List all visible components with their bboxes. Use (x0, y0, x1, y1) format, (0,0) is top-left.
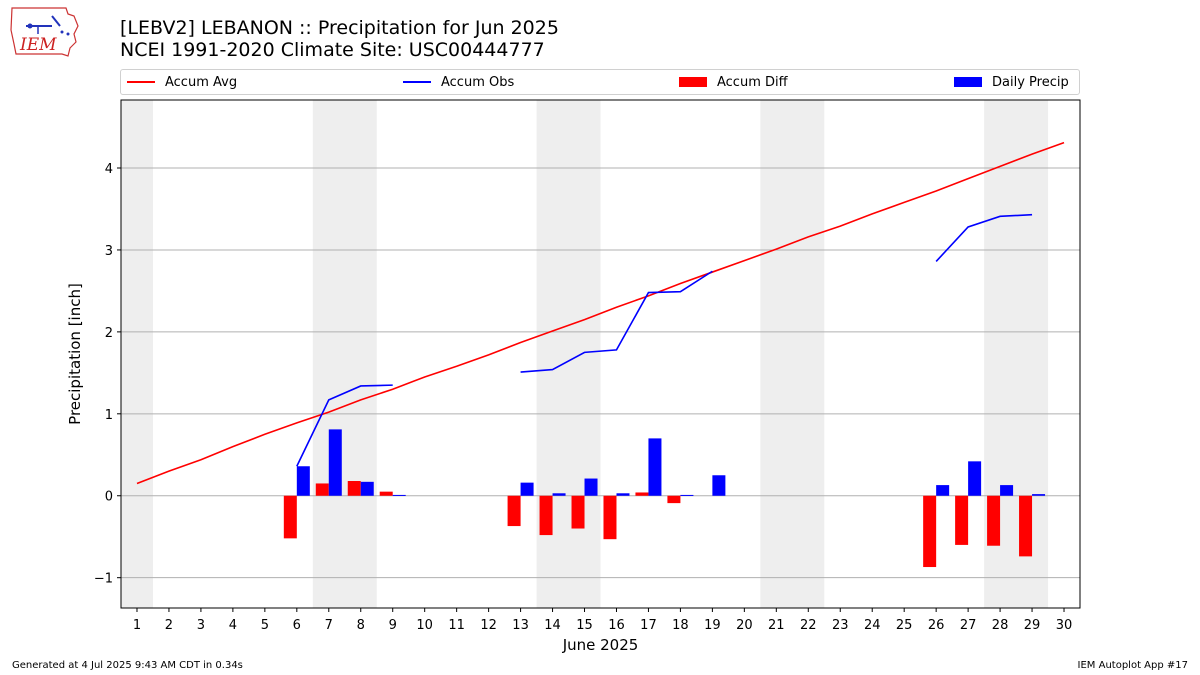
legend-label: Accum Diff (717, 74, 788, 90)
accum-diff-bar (923, 495, 937, 568)
daily-precip-bar (1032, 494, 1046, 496)
legend: Accum Avg Accum Obs Accum Diff Daily Pre… (120, 69, 1080, 95)
daily-precip-bar (552, 493, 566, 496)
x-tick-label: 13 (512, 618, 529, 633)
x-axis-label: June 2025 (562, 636, 639, 654)
plot-frame (120, 99, 1081, 609)
y-tick-label: 4 (105, 162, 113, 177)
footer-generated: Generated at 4 Jul 2025 9:43 AM CDT in 0… (12, 660, 243, 671)
x-tick-label: 3 (197, 618, 205, 633)
x-tick-label: 16 (608, 618, 625, 633)
accum-diff-bar (1019, 495, 1033, 557)
x-tick-label: 29 (1024, 618, 1041, 633)
chart-title: [LEBV2] LEBANON :: Precipitation for Jun… (120, 17, 559, 61)
legend-item-accum-avg: Accum Avg (127, 70, 237, 94)
x-tick-label: 20 (736, 618, 753, 633)
daily-precip-bar (392, 494, 406, 496)
accum-diff-bar (283, 495, 297, 539)
y-tick-label: 3 (105, 244, 113, 259)
daily-precip-bar (584, 478, 598, 496)
legend-item-daily-precip: Daily Precip (954, 70, 1069, 94)
accum-diff-bar (347, 481, 361, 496)
x-tick-label: 26 (928, 618, 945, 633)
x-tick-label: 19 (704, 618, 721, 633)
legend-label: Daily Precip (992, 74, 1069, 90)
y-tick-label: −1 (94, 572, 113, 587)
daily-precip-bar (296, 466, 310, 496)
x-tick-label: 9 (389, 618, 397, 633)
accum-diff-bar (603, 495, 617, 540)
x-tick-label: 10 (416, 618, 433, 633)
x-tick-label: 4 (229, 618, 237, 633)
x-tick-label: 11 (448, 618, 465, 633)
legend-swatch (954, 77, 982, 87)
x-tick-label: 24 (864, 618, 881, 633)
x-tick-label: 15 (576, 618, 593, 633)
daily-precip-bar (616, 493, 630, 496)
footer-app: IEM Autoplot App #17 (1077, 660, 1188, 671)
y-tick-label: 0 (105, 490, 113, 505)
x-tick-label: 6 (293, 618, 301, 633)
legend-swatch (403, 81, 431, 83)
x-tick-label: 30 (1056, 618, 1073, 633)
accum-obs-line (296, 384, 393, 467)
title-line-1: [LEBV2] LEBANON :: Precipitation for Jun… (120, 17, 559, 39)
x-tick-label: 28 (992, 618, 1009, 633)
daily-precip-bar (1000, 485, 1014, 496)
accum-diff-bar (955, 495, 969, 545)
title-line-2: NCEI 1991-2020 Climate Site: USC00444777 (120, 39, 545, 61)
daily-precip-bar (360, 481, 374, 496)
accum-diff-bar (987, 495, 1001, 546)
accum-obs-line (935, 213, 1033, 262)
accum-diff-bar (635, 492, 649, 496)
daily-precip-bar (936, 485, 950, 496)
x-tick-label: 22 (800, 618, 817, 633)
legend-label: Accum Obs (441, 74, 515, 90)
legend-swatch (679, 77, 707, 87)
x-tick-label: 1 (133, 618, 141, 633)
accum-diff-bar (667, 495, 681, 504)
accum-diff-bar (507, 495, 521, 527)
x-tick-label: 7 (325, 618, 333, 633)
x-tick-label: 25 (896, 618, 913, 633)
daily-precip-bar (520, 482, 534, 496)
y-tick-label: 2 (105, 326, 113, 341)
accum-diff-bar (315, 483, 329, 496)
accum-avg-line (136, 141, 1065, 485)
y-tick-label: 1 (105, 408, 113, 423)
weekend-band (984, 100, 1049, 608)
x-tick-label: 2 (165, 618, 173, 633)
accum-obs-line (520, 270, 713, 373)
weekend-band (536, 100, 601, 608)
legend-item-accum-diff: Accum Diff (679, 70, 788, 94)
x-tick-label: 14 (544, 618, 561, 633)
x-tick-label: 8 (357, 618, 365, 633)
weekend-band (121, 100, 153, 608)
logo-text: IEM (19, 35, 57, 55)
weekend-band (760, 100, 825, 608)
x-tick-label: 18 (672, 618, 689, 633)
accum-diff-bar (571, 495, 585, 529)
x-tick-label: 12 (480, 618, 497, 633)
legend-item-accum-obs: Accum Obs (403, 70, 514, 94)
weekend-band (312, 100, 377, 608)
daily-precip-bar (712, 475, 726, 496)
daily-precip-bar (680, 494, 694, 496)
daily-precip-bar (648, 438, 662, 496)
legend-label: Accum Avg (165, 74, 238, 90)
x-tick-label: 5 (261, 618, 269, 633)
x-tick-label: 21 (768, 618, 785, 633)
iem-logo: IEM (10, 7, 79, 57)
daily-precip-bar (328, 429, 342, 496)
accum-diff-bar (539, 495, 553, 536)
x-tick-label: 17 (640, 618, 657, 633)
x-tick-label: 23 (832, 618, 849, 633)
legend-swatch (127, 81, 155, 83)
accum-diff-bar (379, 491, 393, 496)
daily-precip-bar (968, 461, 982, 496)
x-tick-label: 27 (960, 618, 977, 633)
y-axis-label: Precipitation [inch] (66, 283, 84, 425)
